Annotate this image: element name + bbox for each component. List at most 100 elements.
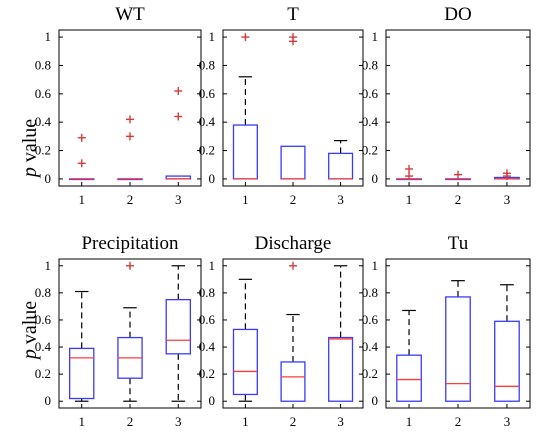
panel-4-title: Discharge (255, 233, 332, 254)
panel-0-ytick-label-5: 1 (45, 29, 52, 44)
panel-0-ytick-label-3: 0.6 (35, 86, 52, 101)
panel-5-box-2-iqr (494, 320, 520, 402)
panel-3-box-0 (69, 290, 95, 402)
panel-1-ytick-label-3: 0.6 (199, 86, 216, 101)
panel-4-ytick-label-4: 0.8 (199, 285, 215, 300)
panel-1-ytick-label-1: 0.2 (199, 143, 215, 158)
panel-2-ytick-label-3: 0.6 (362, 86, 379, 101)
panel-3-box-1 (117, 307, 143, 402)
panel-1: T 0 0.2 0.4 0.6 0.8 1 1 2 3 (199, 4, 364, 207)
ylabel-bottom-symbol: p (19, 349, 41, 361)
panel-0-ytick-label-1: 0.2 (35, 143, 51, 158)
panel-3-ytick-label-2: 0.4 (35, 339, 52, 354)
panel-5-xtick-label-0: 1 (406, 414, 413, 429)
panel-5: Tu 0 0.2 0.4 0.6 0.8 1 1 2 3 (362, 233, 531, 429)
panel-1-ytick-label-4: 0.8 (199, 57, 215, 72)
panel-0-frame (58, 29, 202, 187)
ylabel-top-symbol: p (19, 167, 41, 179)
panel-0-outlier-2-0 (174, 86, 183, 95)
panel-0: WT 0 0.2 0.4 0.6 0.8 1 1 2 3 (35, 4, 202, 207)
panel-3-box-2 (165, 265, 192, 402)
panel-2-xtick-label-2: 3 (504, 192, 511, 207)
panel-4-ytick-label-3: 0.6 (199, 312, 216, 327)
panel-1-ytick-label-2: 0.4 (199, 114, 216, 129)
panel-0-outlier-1-0 (126, 115, 134, 124)
panel-4-ytick-label-5: 1 (209, 258, 216, 273)
panel-1-xtick-label-2: 3 (337, 192, 344, 207)
panel-2-ytick-label-5: 1 (372, 29, 379, 44)
panel-3-ytick-label-1: 0.2 (35, 366, 51, 381)
panel-3-ytick-label-4: 0.8 (35, 285, 51, 300)
panel-3-ytick-label-5: 1 (45, 258, 52, 273)
panel-2-xtick-label-0: 1 (406, 192, 413, 207)
panel-5-ytick-label-0: 0 (372, 393, 379, 408)
panel-0-ytick-label-4: 0.8 (35, 57, 51, 72)
panel-2-title: DO (444, 4, 471, 25)
panel-4-box-1 (280, 313, 306, 402)
panel-0-box-2 (165, 175, 192, 180)
panel-1-frame (222, 29, 364, 187)
panel-1-box-1 (280, 145, 306, 180)
ylabel-top-text: value (19, 119, 41, 167)
panel-3-ytick-label-0: 0 (45, 393, 52, 408)
panel-1-box-1-iqr (280, 145, 306, 180)
panel-1-ytick-label-5: 1 (209, 29, 216, 44)
panel-5-ytick-label-5: 1 (372, 258, 379, 273)
panel-4-box-2 (328, 265, 354, 402)
panel-0-ytick-label-2: 0.4 (35, 114, 52, 129)
panel-3-xtick-label-0: 1 (78, 414, 85, 429)
panel-0-xtick-label-0: 1 (78, 192, 85, 207)
panel-2: DO 0 0.2 0.4 0.6 0.8 1 1 2 3 (362, 4, 531, 207)
panel-5-box-0-iqr (396, 354, 422, 402)
panel-3-box-0-iqr (69, 347, 95, 400)
panel-2-outlier-2-1 (502, 172, 511, 181)
panel-2-ytick-label-1: 0.2 (362, 143, 378, 158)
panel-5-xtick-label-2: 3 (504, 414, 511, 429)
panel-0-outlier-1-1 (126, 132, 134, 141)
panel-4-box-0-iqr (232, 328, 258, 396)
panel-3-xtick-label-1: 2 (127, 414, 134, 429)
panel-0-outlier-0-0 (77, 133, 86, 142)
panel-2-frame (385, 29, 531, 187)
panel-4-frame (222, 258, 364, 409)
panel-5-box-0 (396, 309, 422, 402)
panel-4-xtick-label-2: 3 (337, 414, 344, 429)
panel-5-box-1-iqr (445, 296, 471, 402)
panel-1-outlier-1-1 (289, 37, 297, 46)
panel-0-outlier-0-1 (77, 159, 86, 168)
panel-2-ytick-label-2: 0.4 (362, 114, 379, 129)
panel-2-outlier-0-0 (405, 164, 414, 173)
panel-2-xtick-label-1: 2 (455, 192, 462, 207)
panel-5-ytick-label-3: 0.6 (362, 312, 379, 327)
panel-2-ytick-label-0: 0 (372, 171, 379, 186)
panel-1-box-2 (328, 140, 354, 180)
panel-0-box-1 (117, 178, 143, 181)
panel-5-box-2 (494, 284, 520, 402)
panel-4-ytick-label-2: 0.4 (199, 339, 216, 354)
panel-4-ytick-label-1: 0.2 (199, 366, 215, 381)
panel-4-ytick-label-0: 0 (209, 393, 216, 408)
panel-1-outlier-0-0 (241, 33, 250, 42)
panel-3-outlier-1-0 (126, 261, 134, 270)
ylabel-bottom-text: value (19, 301, 41, 349)
panel-5-title: Tu (448, 233, 469, 254)
panel-1-box-2-iqr (328, 152, 354, 180)
panel-0-xtick-label-1: 2 (127, 192, 134, 207)
panel-3: Precipitation 0 0.2 0.4 0.6 0.8 1 1 2 3 (35, 233, 202, 429)
panel-3-title: Precipitation (81, 233, 179, 254)
panel-1-title: T (287, 4, 299, 25)
panel-2-box-1 (445, 178, 471, 181)
panel-5-ytick-label-2: 0.4 (362, 339, 379, 354)
panel-1-ytick-label-0: 0 (209, 171, 216, 186)
panel-3-xtick-label-2: 3 (175, 414, 182, 429)
panel-0-outlier-2-1 (174, 112, 183, 121)
panel-5-box-1 (445, 280, 471, 402)
panel-2-outlier-1-0 (454, 170, 462, 179)
panel-5-ytick-label-4: 0.8 (362, 285, 378, 300)
panel-1-xtick-label-0: 1 (242, 192, 249, 207)
panel-3-box-2-iqr (165, 298, 192, 355)
panel-0-title: WT (115, 4, 145, 25)
panel-0-ytick-label-0: 0 (45, 171, 52, 186)
panel-1-box-0 (232, 76, 258, 180)
